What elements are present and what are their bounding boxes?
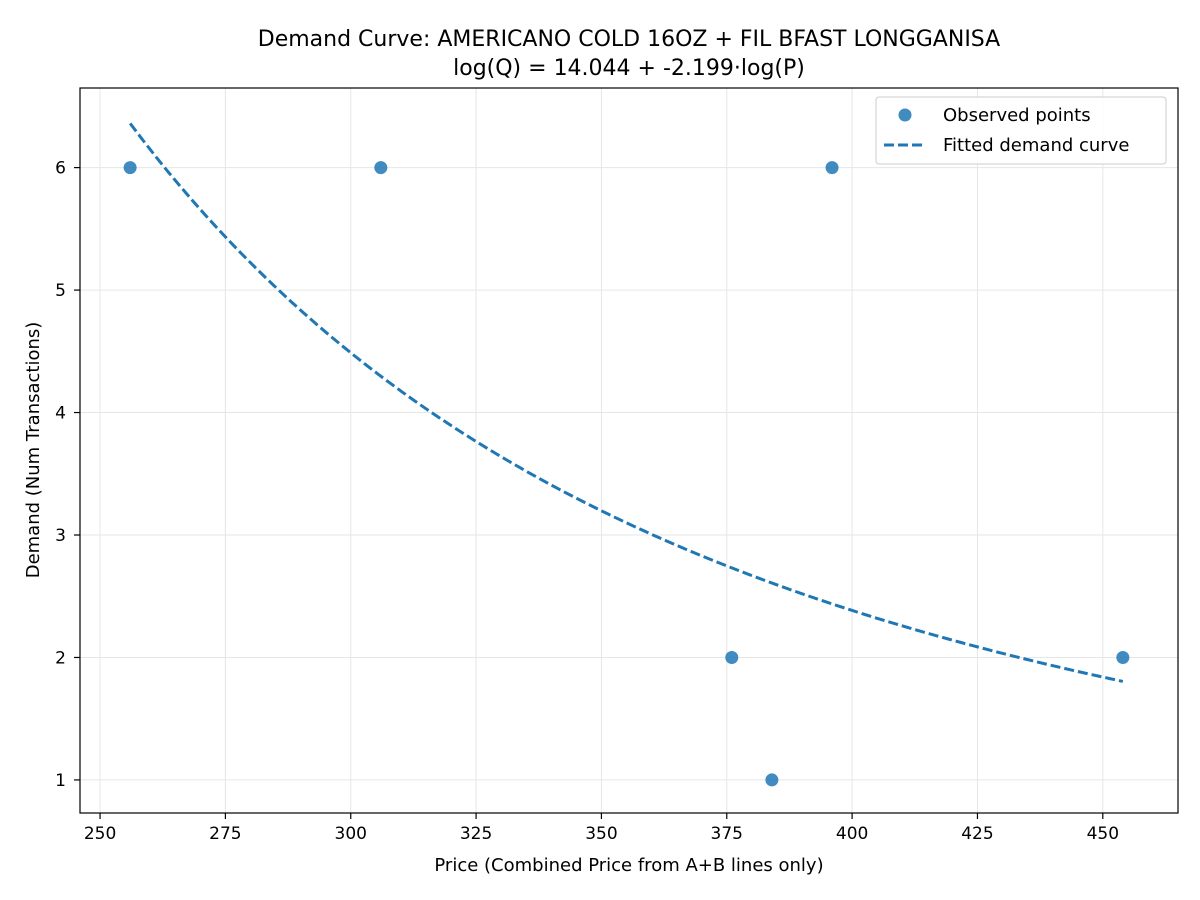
x-tick-label: 400 [836,824,868,844]
x-tick-label: 375 [711,824,743,844]
y-tick-label: 2 [55,648,66,668]
legend-observed-label: Observed points [943,105,1091,126]
y-tick-label: 5 [55,281,66,301]
x-tick-label: 350 [585,824,617,844]
grid-lines [80,88,1178,813]
legend-fitted-label: Fitted demand curve [943,135,1129,156]
x-tick-label: 425 [961,824,993,844]
chart-legend: Observed points Fitted demand curve [875,96,1167,165]
x-tick-label: 250 [84,824,116,844]
legend-box [875,96,1167,165]
observed-point [1116,650,1130,664]
legend-observed-marker [898,108,912,122]
fitted-demand-curve [128,122,1124,683]
fitted-curve-layer [128,122,1124,683]
x-tick-label: 450 [1087,824,1119,844]
observed-point [374,161,388,175]
y-axis-label: Demand (Num Transactions) [23,322,44,579]
x-tick-label: 275 [209,824,241,844]
chart-title: Demand Curve: AMERICANO COLD 16OZ + FIL … [258,27,1000,52]
y-tick-label: 6 [55,159,66,179]
observed-point [765,773,779,787]
observed-point [825,161,839,175]
x-axis-ticks: 250 275 300 325 350 375 400 425 450 [84,813,1119,844]
x-tick-label: 300 [335,824,367,844]
y-tick-label: 4 [55,404,66,424]
plot-area-frame [79,87,1179,814]
x-tick-label: 325 [460,824,492,844]
y-tick-label: 1 [55,771,66,791]
y-tick-label: 3 [55,526,66,546]
chart-subtitle: log(Q) = 14.044 + -2.199·log(P) [453,56,805,81]
y-axis-ticks: 1 2 3 4 5 6 [55,159,80,791]
x-axis-label: Price (Combined Price from A+B lines onl… [434,855,823,876]
observed-points-layer [123,161,1130,787]
observed-point [123,161,137,175]
observed-point [725,650,739,664]
